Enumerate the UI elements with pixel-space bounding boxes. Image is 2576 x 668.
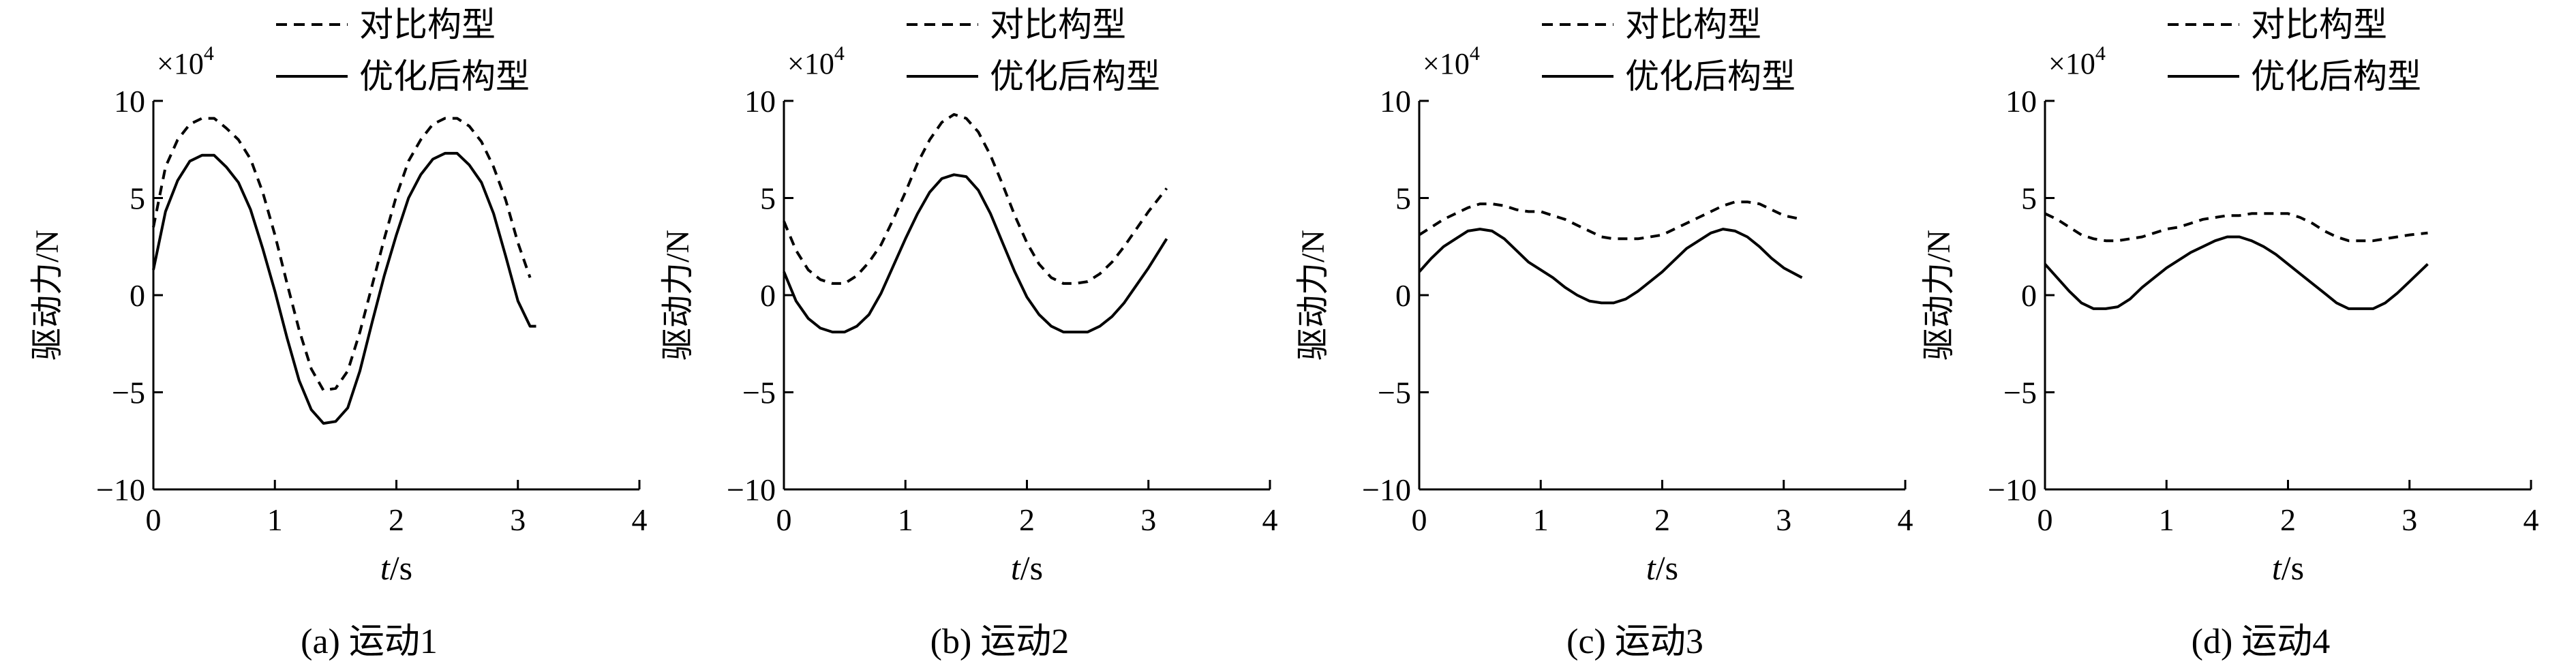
panel-1-legend-label-2: 优化后构型 (359, 57, 530, 95)
panel-1-y-tick-label: 0 (130, 278, 145, 313)
panel-2-legend-label-2: 优化后构型 (990, 57, 1160, 95)
panel-3-x-tick-label: 2 (1654, 502, 1670, 537)
panel-1-y-tick-label: −5 (112, 376, 145, 410)
panel-1: 0 1 2 3 4 −10 −5 0 5 10 ×104 驱动力/N t/s (a) 运动1 对比构型优化后… (29, 5, 648, 661)
panel-3-x-label-var: t (1646, 549, 1656, 587)
panel-4-caption: (d) 运动4 (2192, 622, 2331, 661)
panel-4-y-multiplier-exponent: 4 (2095, 42, 2106, 65)
panel-4-y-multiplier: ×104 (2048, 42, 2106, 80)
panel-1-y-multiplier-exponent: 4 (204, 42, 214, 65)
panel-1-x-label-var: t (380, 549, 391, 587)
panel-1-series-1-line (152, 117, 532, 392)
panel-3-series-1-line (1418, 200, 1802, 241)
panel-2-y-tick-label: −10 (727, 472, 776, 507)
panel-4-x-label-var: t (2272, 549, 2282, 587)
panel-4-x-tick-label: 4 (2524, 502, 2539, 537)
panel-4-series-1-line (2044, 212, 2428, 243)
panel-2-y-tick-label: −5 (742, 376, 776, 410)
panel-1-y-tick-label: 5 (130, 181, 145, 216)
panel-1-y-label: 驱动力/N (29, 230, 65, 361)
panel-4-y-tick-label: 5 (2021, 181, 2037, 216)
panel-2-legend-label-1: 对比构型 (990, 5, 1126, 44)
panel-3-y-multiplier-exponent: 4 (1470, 42, 1480, 65)
panel-2-x-label-unit: /s (1020, 549, 1043, 587)
panel-3-legend-label-2: 优化后构型 (1625, 57, 1795, 95)
panel-2-series-2-line (783, 173, 1168, 334)
panel-2-x-tick-label: 3 (1140, 502, 1156, 537)
panel-1-x-label: t/s (380, 549, 412, 587)
panel-3-x-tick-label: 3 (1776, 502, 1791, 537)
panel-3-x-tick-label: 1 (1533, 502, 1549, 537)
panel-2-x-tick-label: 0 (776, 502, 792, 537)
panel-4-y-tick-label: −10 (1988, 472, 2037, 507)
panel-4-x-tick-label: 1 (2159, 502, 2175, 537)
panel-2-x-tick-label: 2 (1019, 502, 1035, 537)
panel-4-y-tick-label: 10 (2005, 84, 2037, 119)
panel-4-x-tick-label: 3 (2401, 502, 2417, 537)
panel-2-y-multiplier: ×104 (787, 42, 845, 80)
panel-4: 0 1 2 3 4 −10 −5 0 5 10 ×104 驱动力/N t/s (d) 运动4 对比构型优化后… (1921, 5, 2539, 661)
panel-1-y-multiplier: ×104 (157, 42, 214, 80)
panel-4-x-label: t/s (2272, 549, 2304, 587)
panel-1-x-label-unit: /s (390, 549, 412, 587)
panel-3-x-label-unit: /s (1656, 549, 1678, 587)
panel-3-y-label: 驱动力/N (1295, 230, 1331, 361)
panel-1-caption: (a) 运动1 (301, 622, 438, 661)
panel-2-caption: (b) 运动2 (930, 622, 1070, 661)
panel-3-y-tick-label: 0 (1395, 278, 1411, 313)
panel-3-y-tick-label: 5 (1395, 181, 1411, 216)
panel-4-legend-label-2: 优化后构型 (2251, 57, 2421, 95)
panel-1-series-2-line (152, 151, 536, 425)
panel-4-x-tick-label: 0 (2037, 502, 2053, 537)
panel-4-x-label-unit: /s (2282, 549, 2304, 587)
panel-2: 0 1 2 3 4 −10 −5 0 5 10 ×104 驱动力/N t/s (b) 运动2 对比构型优化后… (660, 5, 1278, 661)
panel-2-y-tick-label: 10 (744, 84, 776, 119)
panel-1-x-tick-label: 2 (389, 502, 404, 537)
panel-2-series-1-line (783, 112, 1168, 285)
panel-1-x-tick-label: 0 (146, 502, 162, 537)
panel-4-legend-label-1: 对比构型 (2251, 5, 2387, 44)
panel-1-y-tick-label: 10 (114, 84, 145, 119)
panel-2-x-tick-label: 4 (1262, 502, 1278, 537)
panel-3: 0 1 2 3 4 −10 −5 0 5 10 ×104 驱动力/N t/s (c) 运动3 对比构型优化后… (1295, 5, 1913, 661)
panel-3-y-tick-label: −10 (1362, 472, 1411, 507)
panel-1-x-tick-label: 1 (267, 502, 283, 537)
panel-3-y-tick-label: 10 (1380, 84, 1411, 119)
panel-1-legend-label-1: 对比构型 (359, 5, 496, 44)
panel-3-y-multiplier: ×104 (1423, 42, 1480, 80)
panel-3-caption: (c) 运动3 (1566, 622, 1703, 661)
panel-3-x-tick-label: 4 (1898, 502, 1913, 537)
panel-1-x-tick-label: 3 (510, 502, 526, 537)
panel-2-x-label: t/s (1011, 549, 1043, 587)
panel-4-series-2-line (2044, 235, 2429, 310)
panel-4-y-tick-label: −5 (2003, 376, 2037, 410)
panel-4-y-label: 驱动力/N (1921, 230, 1957, 361)
panel-3-x-label: t/s (1646, 549, 1678, 587)
panel-2-y-tick-label: 5 (760, 181, 776, 216)
panel-2-x-label-var: t (1011, 549, 1021, 587)
panel-4-y-tick-label: 0 (2021, 278, 2037, 313)
panel-3-x-tick-label: 0 (1412, 502, 1427, 537)
panel-3-legend-label-1: 对比构型 (1625, 5, 1761, 44)
panel-3-y-tick-label: −5 (1378, 376, 1411, 410)
panel-2-x-tick-label: 1 (898, 502, 913, 537)
panel-4-x-tick-label: 2 (2280, 502, 2296, 537)
panel-1-y-tick-label: −10 (96, 472, 145, 507)
panel-3-series-2-line (1418, 228, 1803, 305)
panel-2-y-tick-label: 0 (760, 278, 776, 313)
panel-2-y-label: 驱动力/N (660, 230, 696, 361)
panel-2-y-multiplier-exponent: 4 (834, 42, 845, 65)
panel-1-x-tick-label: 4 (632, 502, 648, 537)
